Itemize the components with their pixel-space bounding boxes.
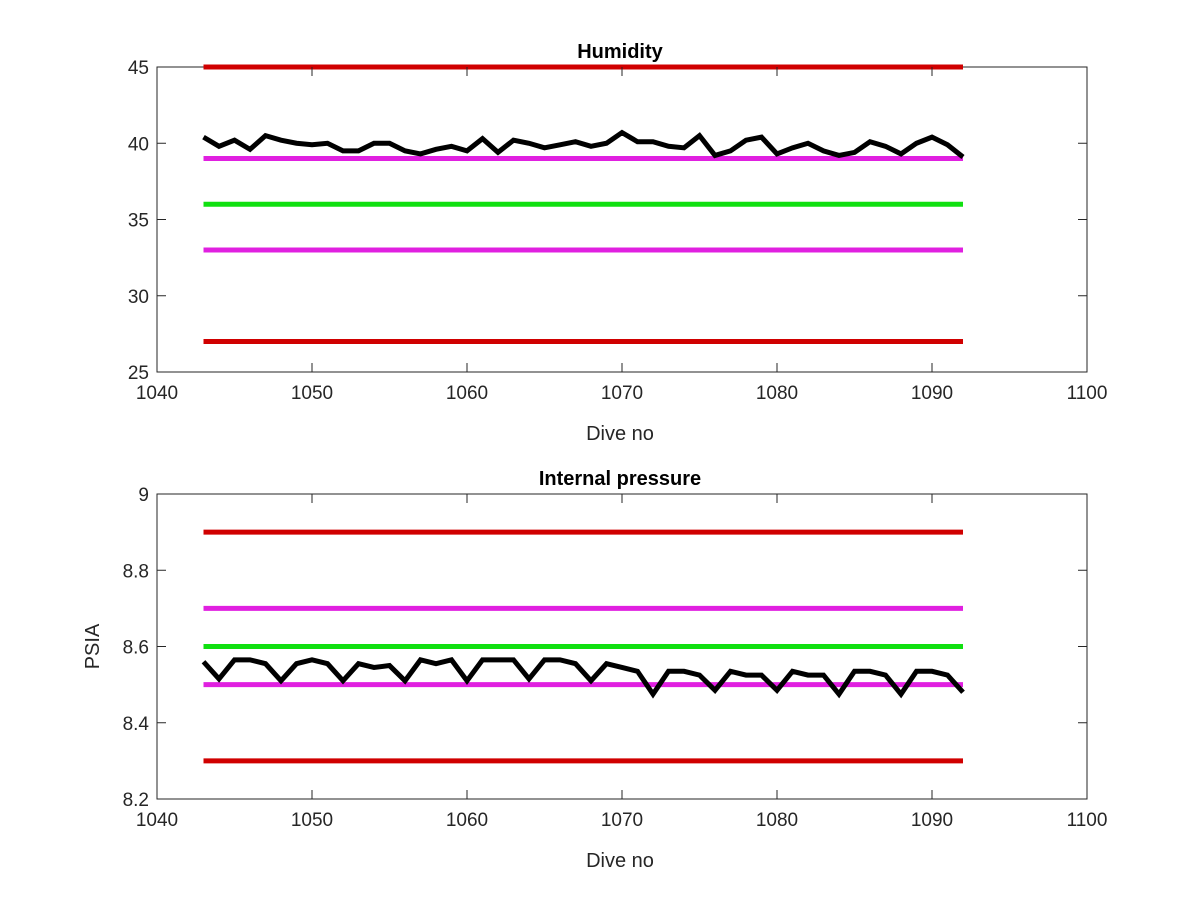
pressure-y-ticks: 8.2 8.4 8.6 8.8 9 — [123, 485, 1087, 811]
pressure-x-tick-label: 1100 — [1067, 810, 1108, 831]
pressure-x-tick-label: 1060 — [446, 810, 488, 831]
pressure-threshold-lines — [203, 529, 963, 764]
humidity-y-tick-label: 30 — [128, 287, 149, 308]
humidity-x-tick-label: 1090 — [911, 383, 953, 404]
humidity-x-tick-label: 1060 — [446, 383, 488, 404]
pressure-x-ticks: 1040 1050 1060 1070 1080 1090 1100 — [136, 494, 1108, 831]
humidity-y-ticks: 25 30 35 40 45 — [128, 58, 1087, 384]
pressure-y-axis-label: PSIA — [82, 623, 104, 669]
humidity-x-axis-label: Dive no — [586, 423, 654, 445]
humidity-title: Humidity — [577, 41, 663, 63]
humidity-x-tick-label: 1040 — [136, 383, 178, 404]
pressure-data-line — [201, 657, 965, 699]
pressure-y-tick-label: 8.6 — [123, 638, 149, 659]
humidity-y-tick-label: 35 — [128, 211, 149, 232]
humidity-axes-box — [156, 66, 1088, 373]
pressure-title: Internal pressure — [539, 468, 701, 490]
pressure-x-tick-label: 1070 — [601, 810, 643, 831]
humidity-data-line — [202, 129, 965, 159]
humidity-y-tick-label: 45 — [128, 58, 149, 79]
pressure-x-tick-label: 1040 — [136, 810, 178, 831]
humidity-panel: 1040 1050 1060 1070 1080 1090 1100 2530354045 … — [128, 41, 1108, 445]
humidity-series — [202, 129, 965, 159]
humidity-x-tick-label: 1070 — [601, 383, 643, 404]
internal-pressure-panel: 1040 1050 1060 1070 1080 1090 1100 8.28.48.68.… — [82, 468, 1107, 872]
humidity-x-tick-label: 1080 — [756, 383, 798, 404]
pressure-x-axis-label: Dive no — [586, 850, 654, 872]
pressure-y-tick-label: 8.2 — [123, 790, 149, 811]
pressure-x-tick-label: 1090 — [911, 810, 953, 831]
pressure-x-tick-label: 1050 — [291, 810, 333, 831]
humidity-x-tick-label: 1100 — [1067, 383, 1108, 404]
humidity-x-tick-label: 1050 — [291, 383, 333, 404]
pressure-y-tick-label: 8.4 — [123, 714, 150, 735]
pressure-y-tick-label: 8.8 — [123, 561, 149, 582]
pressure-y-tick-label: 9 — [138, 485, 149, 506]
pressure-series — [201, 657, 965, 699]
pressure-x-tick-label: 1080 — [756, 810, 798, 831]
humidity-threshold-lines — [203, 64, 963, 344]
humidity-x-ticks: 1040 1050 1060 1070 1080 1090 1100 — [136, 67, 1108, 404]
humidity-y-tick-label: 25 — [128, 363, 149, 384]
humidity-y-tick-label: 40 — [128, 134, 149, 155]
